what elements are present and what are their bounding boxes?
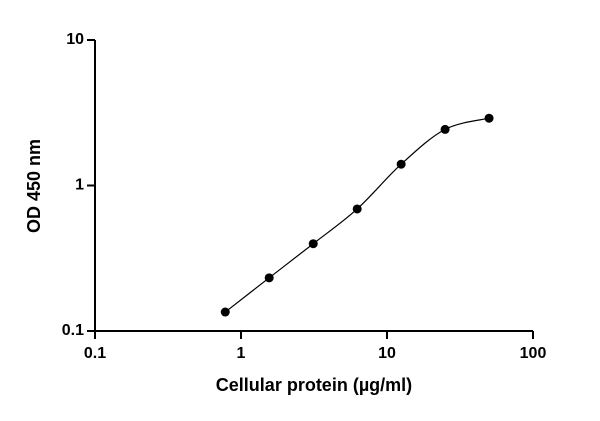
data-point: [264, 273, 274, 283]
data-point: [220, 307, 230, 317]
y-tick-label: 10: [66, 31, 84, 48]
x-tick-label: 10: [378, 345, 396, 362]
data-point: [308, 239, 318, 249]
y-axis-title: OD 450 nm: [24, 139, 44, 233]
x-tick-label: 0.1: [84, 345, 106, 362]
y-tick-label: 0.1: [62, 322, 84, 339]
x-tick-label: 1: [237, 345, 246, 362]
data-point: [440, 124, 450, 134]
y-tick-label: 1: [75, 177, 84, 194]
data-point: [484, 113, 494, 123]
x-axis-title: Cellular protein (µg/ml): [216, 375, 412, 395]
data-point: [396, 159, 406, 169]
x-tick-label: 100: [520, 345, 547, 362]
data-point: [352, 204, 362, 214]
fit-curve: [224, 117, 490, 313]
